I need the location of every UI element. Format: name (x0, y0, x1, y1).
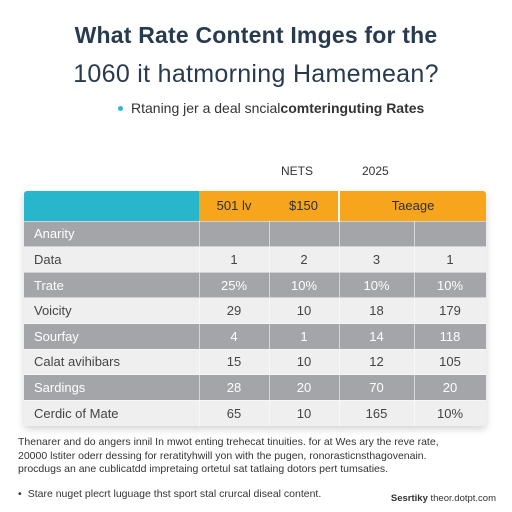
footnote-line: procdugs an ane cublicatdd impretaing or… (18, 463, 389, 475)
table-cell (269, 220, 340, 247)
column-caption-b: 2025 (362, 164, 389, 178)
bullet-icon: • (18, 488, 22, 500)
table-cell: 3 (339, 246, 415, 273)
table-cell: 18 (339, 297, 415, 324)
table-cell: 28 (199, 374, 270, 401)
table-cell: 179 (414, 297, 486, 324)
table-row: Data 1 2 3 1 (24, 246, 486, 273)
table-row: Voicity 29 10 18 179 (24, 297, 486, 324)
row-label: Sourfay (24, 323, 200, 350)
table-row: Calat avihibars 15 10 12 105 (24, 348, 486, 375)
table-row: Trate 25% 10% 10% 10% (24, 271, 486, 298)
credit: Sesrtiky theor.dotpt.com (391, 493, 496, 504)
table-header-row: 501 lv $150 Taeage (24, 191, 486, 221)
row-label: Anarity (24, 220, 200, 247)
table-cell (199, 220, 270, 247)
table-header-cell: Taeage (338, 191, 486, 221)
table-cell: 10% (414, 399, 486, 426)
table-row: Sardings 28 20 70 20 (24, 374, 486, 401)
table-row: Anarity (24, 220, 486, 247)
table-cell: 118 (414, 323, 486, 350)
footnote-line: 20000 lstiter oderr dessing for reratity… (18, 449, 427, 462)
table-cell: 1 (414, 246, 486, 273)
table-cell: 10 (269, 399, 340, 426)
table-cell: 20 (414, 374, 486, 401)
table-cell: 105 (414, 348, 486, 375)
table-cell: 10 (269, 348, 340, 375)
row-label: Cerdic of Mate (24, 399, 200, 426)
table-cell: 29 (199, 297, 270, 324)
table-cell: 1 (269, 323, 340, 350)
footnotes: Thenarer and do angers innil In mwot ent… (18, 436, 498, 477)
table-header-cell: 501 lv (199, 191, 269, 221)
subtitle: Rtaning jer a deal sncial comteringuting… (118, 100, 424, 116)
table-cell: 10% (414, 271, 486, 298)
table-cell: 10 (269, 297, 340, 324)
credit-plain: theor.dotpt.com (427, 493, 497, 504)
table-cell (339, 220, 415, 247)
table-cell: 4 (199, 323, 270, 350)
column-caption-a: NETS (281, 164, 314, 178)
table-cell: 10% (339, 271, 415, 298)
table-cell: 25% (199, 271, 270, 298)
table-header-cell (24, 191, 199, 221)
subtitle-bold: comteringuting Rates (280, 100, 425, 116)
credit-bold: Sesrtiky (390, 493, 428, 504)
table-cell: 14 (339, 323, 415, 350)
footnote-bullet: • Stare nuget plecrt luguage thst sport … (18, 488, 321, 500)
table-cell: 70 (339, 374, 415, 401)
table-cell: 20 (269, 374, 340, 401)
table-header-cell: $150 (269, 191, 339, 221)
row-label: Voicity (24, 297, 200, 324)
bullet-dot-icon (118, 105, 123, 111)
table-body: Anarity Data 1 2 3 1 Trate 25% 10% 10% 10% Voicity 2… (24, 220, 486, 426)
table-row: Sourfay 4 1 14 118 (24, 323, 486, 350)
row-label: Calat avihibars (24, 348, 200, 375)
table-cell: 10% (269, 271, 340, 298)
data-table-container: 501 lv $150 Taeage Anarity Data 1 2 3 1 Trate 2… (24, 191, 486, 426)
table-cell: 12 (339, 348, 415, 375)
subtitle-plain: Rtaning jer a deal sncial (131, 100, 281, 116)
row-label: Data (24, 246, 200, 273)
footnote-line: Thenarer and do angers innil In mwot ent… (18, 436, 439, 448)
table-cell: 65 (199, 399, 270, 426)
table-cell: 2 (269, 246, 340, 273)
table-cell (414, 220, 486, 247)
table-cell: 1 (199, 246, 270, 273)
page-title-line-2: 1060 it hatmorning Hamemean? (73, 60, 439, 88)
page-title-line-1: What Rate Content Imges for the (74, 22, 438, 48)
table-cell: 15 (199, 348, 270, 375)
data-table: 501 lv $150 Taeage Anarity Data 1 2 3 1 Trate 2… (24, 191, 486, 426)
row-label: Sardings (24, 374, 200, 401)
footnote-bullet-text: Stare nuget plecrt luguage thst sport st… (27, 488, 322, 500)
table-cell: 165 (339, 399, 415, 426)
row-label: Trate (24, 271, 200, 298)
table-row: Cerdic of Mate 65 10 165 10% (24, 399, 486, 426)
